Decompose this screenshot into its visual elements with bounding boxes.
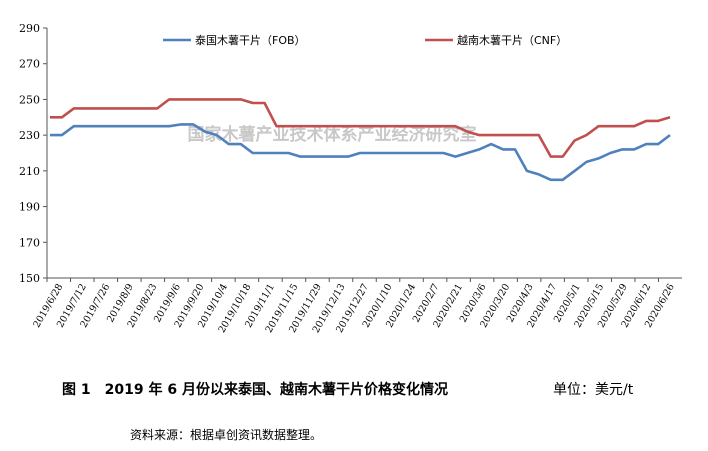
caption-unit: 单位：美元/t xyxy=(553,382,634,398)
y-tick-label: 270 xyxy=(19,58,40,71)
price-line-chart: 1501701902102302502702902019/6/282019/7/… xyxy=(19,22,682,335)
y-tick-label: 190 xyxy=(19,201,40,214)
y-tick-label: 250 xyxy=(19,93,40,106)
data-source-note: 资料来源：根据卓创资讯数据整理。 xyxy=(130,428,323,442)
legend-label: 泰国木薯干片（FOB） xyxy=(195,33,306,47)
thailand-fob-line xyxy=(50,123,671,182)
legend-label: 越南木薯干片（CNF） xyxy=(457,33,567,47)
caption-title: 图 1 2019 年 6 月份以来泰国、越南木薯干片价格变化情况 xyxy=(62,382,448,398)
y-tick-label: 170 xyxy=(19,236,40,249)
y-tick-label: 290 xyxy=(19,22,40,35)
watermark-text: 国家木薯产业技术体系产业经济研究室 xyxy=(188,124,477,145)
y-tick-label: 230 xyxy=(19,129,40,142)
y-tick-label: 150 xyxy=(19,272,40,285)
vietnam-cnf-line xyxy=(50,98,671,158)
y-tick-label: 210 xyxy=(19,165,40,178)
